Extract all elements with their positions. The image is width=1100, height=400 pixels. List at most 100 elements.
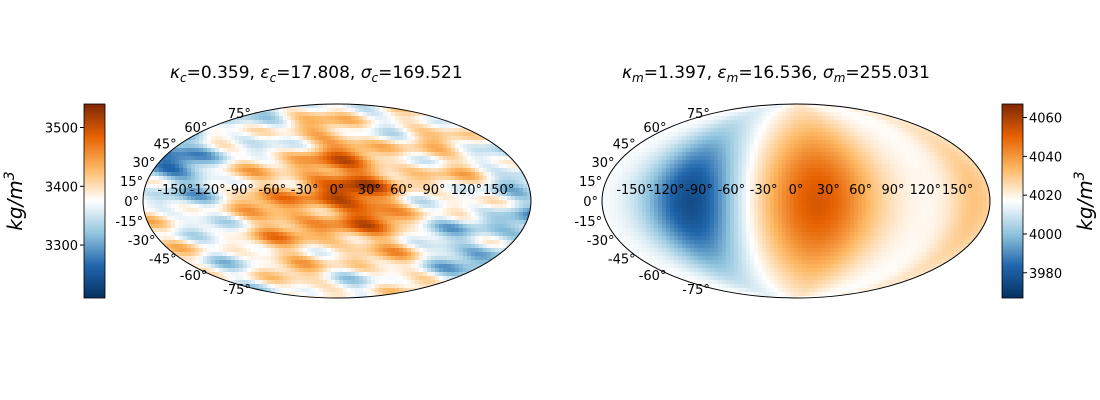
heatmap-cell (199, 212, 204, 217)
heatmap-cell (351, 208, 356, 213)
heatmap-cell (171, 204, 176, 209)
heatmap-cell (694, 224, 699, 229)
heatmap-cell (291, 132, 296, 137)
heatmap-cell (622, 156, 627, 161)
heatmap-cell (491, 204, 496, 209)
heatmap-cell (463, 200, 468, 205)
heatmap-cell (666, 192, 671, 197)
heatmap-cell (375, 184, 380, 189)
heatmap-cell (367, 112, 372, 117)
heatmap-cell (427, 156, 432, 161)
heatmap-cell (363, 232, 368, 237)
heatmap-cell (359, 216, 364, 221)
heatmap-cell (427, 228, 432, 233)
heatmap-cell (287, 220, 292, 225)
heatmap-cell (351, 236, 356, 241)
heatmap-cell (251, 160, 256, 165)
heatmap-cell (207, 132, 212, 137)
heatmap-cell (714, 232, 719, 237)
heatmap-cell (439, 188, 444, 193)
heatmap-cell (363, 256, 368, 261)
heatmap-cell (383, 228, 388, 233)
heatmap-cell (335, 136, 340, 141)
heatmap-cell (287, 284, 292, 289)
heatmap-cell (379, 260, 384, 265)
heatmap-cell (702, 276, 707, 281)
heatmap-cell (499, 168, 504, 173)
heatmap-cell (718, 156, 723, 161)
heatmap-cell (427, 144, 432, 149)
heatmap-cell (702, 232, 707, 237)
heatmap-cell (646, 252, 651, 257)
heatmap-cell (423, 152, 428, 157)
heatmap-cell (235, 180, 240, 185)
heatmap-cell (403, 184, 408, 189)
heatmap-cell (235, 148, 240, 153)
heatmap-cell (271, 240, 276, 245)
heatmap-cell (295, 200, 300, 205)
heatmap-cell (255, 208, 260, 213)
heatmap-cell (606, 216, 611, 221)
heatmap-cell (606, 176, 611, 181)
heatmap-cell (407, 244, 412, 249)
heatmap-cell (423, 252, 428, 257)
heatmap-cell (351, 144, 356, 149)
heatmap-cell (718, 268, 723, 273)
heatmap-cell (263, 156, 268, 161)
heatmap-cell (323, 160, 328, 165)
heatmap-cell (331, 296, 336, 298)
heatmap-cell (686, 180, 691, 185)
heatmap-cell (267, 196, 272, 201)
heatmap-cell (419, 272, 424, 277)
heatmap-cell (443, 228, 448, 233)
heatmap-cell (630, 180, 635, 185)
heatmap-cell (646, 200, 651, 205)
heatmap-cell (407, 152, 412, 157)
heatmap-cell (315, 240, 320, 245)
heatmap-cell (375, 244, 380, 249)
heatmap-cell (191, 156, 196, 161)
heatmap-cell (415, 232, 420, 237)
heatmap-cell (682, 188, 687, 193)
heatmap-cell (271, 144, 276, 149)
heatmap-cell (291, 292, 296, 297)
heatmap-cell (367, 168, 372, 173)
heatmap-cell (295, 172, 300, 177)
heatmap-cell (283, 228, 288, 233)
heatmap-cell (447, 156, 452, 161)
heatmap-cell (227, 244, 232, 249)
heatmap-cell (243, 156, 248, 161)
heatmap-cell (722, 192, 727, 197)
heatmap-cell (191, 224, 196, 229)
heatmap-cell (263, 244, 268, 249)
heatmap-cell (499, 184, 504, 189)
heatmap-cell (219, 160, 224, 165)
heatmap-cell (495, 236, 500, 241)
heatmap-cell (291, 188, 296, 193)
latitude-tick-label: 15° (120, 175, 143, 190)
heatmap-cell (447, 188, 452, 193)
heatmap-cell (203, 236, 208, 241)
heatmap-cell (463, 248, 468, 253)
heatmap-cell (331, 192, 336, 197)
heatmap-cell (323, 268, 328, 273)
heatmap-cell (618, 196, 623, 201)
heatmap-cell (411, 264, 416, 269)
heatmap-cell (507, 168, 512, 173)
heatmap-cell (686, 152, 691, 157)
heatmap-cell (714, 112, 719, 117)
heatmap-cell (239, 180, 244, 185)
heatmap-cell (658, 140, 663, 145)
heatmap-cell (610, 204, 615, 209)
heatmap-cell (439, 128, 444, 133)
heatmap-cell (650, 148, 655, 153)
heatmap-cell (219, 164, 224, 169)
heatmap-cell (431, 236, 436, 241)
heatmap-cell (299, 160, 304, 165)
heatmap-cell (463, 128, 468, 133)
heatmap-cell (195, 184, 200, 189)
heatmap-cell (355, 140, 360, 145)
heatmap-cell (335, 128, 340, 133)
heatmap-cell (415, 176, 420, 181)
heatmap-cell (423, 272, 428, 277)
